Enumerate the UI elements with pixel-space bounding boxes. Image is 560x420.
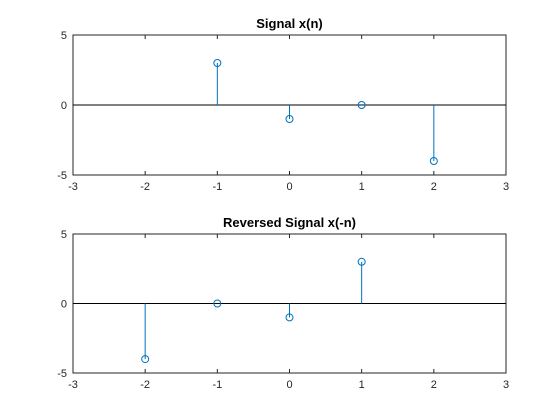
x-tick-label: 2: [431, 379, 437, 391]
stem-marker: [141, 355, 150, 364]
stem-marker: [285, 313, 294, 322]
stem-marker: [213, 59, 222, 67]
chart-title: Signal x(n): [256, 16, 322, 31]
x-tick-label: -3: [68, 379, 78, 391]
stem-marker: [357, 101, 366, 109]
stem-marker: [285, 115, 294, 123]
x-tick-label: 1: [359, 379, 365, 391]
subplot-2: -3 -2 -1 0 1 2 3 -5 0 5 Reversed Signal x(-n): [57, 215, 509, 391]
x-tick-label: 1: [359, 181, 365, 193]
subplot-1: -3 -2 -1 0 1 2 3 -5 0 5 Signal x(n): [57, 16, 509, 193]
y-tick-label: 0: [61, 299, 67, 311]
x-tick-label: -2: [140, 181, 150, 193]
chart-title: Reversed Signal x(-n): [223, 215, 356, 230]
stem-marker: [357, 257, 366, 266]
x-tick-label: 2: [431, 181, 437, 193]
x-tick-label: -3: [68, 181, 78, 193]
x-tick-label: 3: [503, 181, 509, 193]
stem-marker: [429, 157, 438, 165]
x-tick-label: -1: [212, 181, 222, 193]
x-tick-label: 3: [503, 379, 509, 391]
y-tick-label: 0: [61, 100, 67, 112]
x-tick-label: 0: [286, 181, 292, 193]
x-tick-label: 0: [286, 379, 292, 391]
stem-marker: [213, 299, 222, 308]
x-tick-label: -1: [212, 379, 222, 391]
y-tick-label: 5: [61, 229, 67, 241]
y-tick-label: 5: [61, 30, 67, 42]
x-tick-label: -2: [140, 379, 150, 391]
y-tick-label: -5: [57, 368, 67, 380]
y-tick-label: -5: [57, 170, 67, 182]
